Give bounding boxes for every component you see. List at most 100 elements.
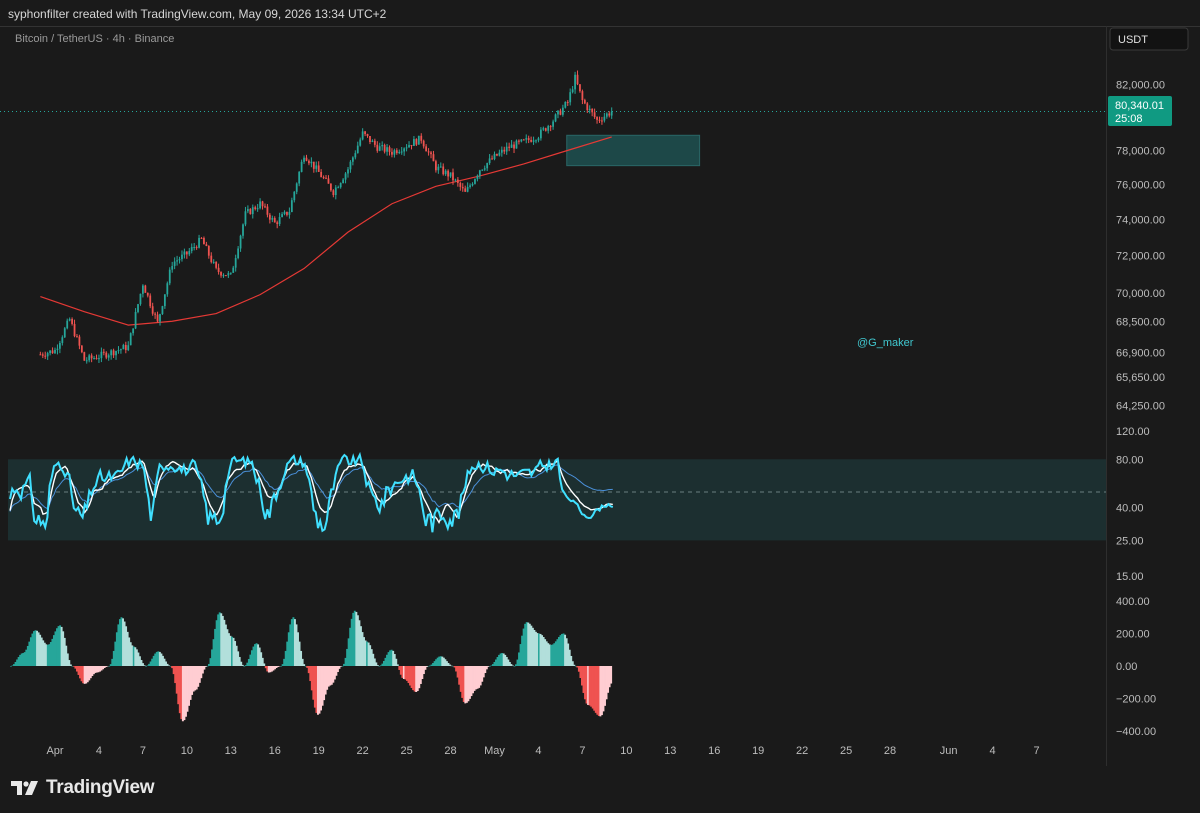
oscillator-bar [573, 664, 576, 666]
candle-body [134, 311, 137, 329]
candle-body [163, 294, 166, 307]
price-axis[interactable]: 82,000.00 78,000.00 76,000.00 74,000.00 72,0… [1116, 80, 1165, 413]
time-axis[interactable]: Apr 4 7 10 13 16 19 22 25 28 May 4 7 10 13 16 19 22 25 28 Ju… [46, 745, 1039, 757]
rsi-pane[interactable] [8, 451, 1106, 541]
oscillator-bar [330, 666, 333, 685]
x-tick-label: 4 [535, 745, 541, 757]
x-tick-label: 10 [181, 745, 193, 757]
oscillator-bar [510, 664, 513, 666]
oscillator-bar [267, 666, 270, 673]
oscillator-bar [188, 666, 190, 706]
oscillator-bar [568, 649, 571, 666]
oscillator-bar [427, 666, 430, 667]
oscillator-bar [604, 666, 606, 706]
candle-body [225, 275, 227, 277]
rsi-axis[interactable]: 120.00 80.00 40.00 25.00 15.00 [1116, 426, 1150, 583]
oscillator-bar [284, 650, 287, 666]
oscillator-bar [175, 666, 178, 694]
oscillator-bar [468, 666, 471, 699]
candle-body [437, 166, 440, 171]
oscillator-bar [250, 650, 253, 666]
oscillator-bar [274, 666, 276, 670]
oscillator-bar [470, 666, 473, 697]
candle-body [452, 172, 454, 181]
oscillator-bar [462, 666, 465, 702]
oscillator-bar [602, 666, 605, 712]
oscillator-bar [68, 660, 71, 666]
oscillator-bar [34, 630, 37, 666]
tradingview-footer[interactable]: TradingView [10, 772, 155, 804]
candle-body [251, 207, 254, 215]
candle-body [83, 352, 86, 361]
tradingview-logo-icon [11, 781, 38, 795]
price-pane[interactable] [0, 70, 1106, 364]
oscillator-bar [72, 666, 75, 667]
oscillator-bar [146, 665, 149, 666]
oscillator-bar [438, 656, 441, 666]
currency-button[interactable]: USDT [1109, 27, 1189, 51]
oscillator-bar [481, 666, 484, 682]
candle-body [527, 138, 530, 140]
candle-body [554, 114, 557, 122]
oscillator-bar [513, 666, 516, 667]
oscillator-bar [204, 666, 207, 667]
candle-body [244, 211, 247, 225]
oscillator-bar [143, 665, 146, 666]
oscillator-bar [165, 661, 167, 666]
candle-body [513, 144, 515, 149]
candle-body [259, 201, 261, 209]
candle-body [386, 147, 388, 152]
oscillator-bar [217, 614, 220, 666]
oscillator-bar [482, 666, 485, 678]
x-tick-label: 28 [444, 745, 456, 757]
demand-zone[interactable] [566, 134, 701, 167]
price-tick-label: 68,500.00 [1116, 316, 1165, 328]
oscillator-axis[interactable]: 400.00 200.00 0.00 −200.00 −400.00 [1116, 596, 1156, 738]
candle-body [227, 273, 230, 276]
candle-body [410, 145, 413, 147]
candle-body [574, 74, 576, 90]
oscillator-bar [203, 666, 206, 670]
oscillator-bar [234, 641, 237, 666]
candle-body [105, 352, 108, 358]
candle-body [330, 183, 332, 191]
candle-body [388, 147, 391, 152]
oscillator-bar [399, 666, 402, 675]
candle-body [268, 214, 271, 220]
oscillator-bar [332, 666, 335, 683]
last-price-value: 80,340.01 [1115, 100, 1164, 112]
chart-area[interactable]: Bitcoin / TetherUS · 4h · Binance USDT 8… [0, 26, 1200, 766]
oscillator-bar [157, 651, 160, 666]
oscillator-pane[interactable] [10, 610, 613, 722]
rsi-fast-line [9, 451, 614, 533]
oscillator-bar [293, 619, 296, 666]
candle-body [100, 351, 103, 359]
oscillator-bar [277, 666, 280, 667]
candle-body [102, 351, 105, 353]
oscillator-bar [415, 666, 418, 692]
candle-body [561, 107, 564, 115]
candle-body [361, 131, 364, 140]
candle-body [356, 145, 359, 154]
candle-body [364, 131, 366, 135]
candle-body [264, 206, 266, 208]
candle-body [405, 147, 408, 149]
oscillator-bar [20, 653, 23, 666]
oscillator-bar [26, 645, 29, 666]
oscillator-bar [263, 663, 266, 666]
oscillator-bar [298, 641, 301, 666]
oscillator-bar [280, 666, 283, 667]
oscillator-bar [465, 666, 468, 703]
tradingview-brand: TradingView [46, 777, 155, 798]
oscillator-bar [79, 666, 82, 679]
candle-body [256, 208, 259, 210]
candle-body [78, 336, 81, 346]
oscillator-bar [214, 628, 217, 666]
candle-body [593, 112, 596, 118]
oscillator-bar [407, 666, 410, 684]
candle-body [154, 313, 157, 315]
oscillator-bar [118, 619, 121, 666]
candle-body [383, 145, 386, 152]
oscillator-bar [487, 666, 490, 667]
candle-body [456, 179, 459, 183]
